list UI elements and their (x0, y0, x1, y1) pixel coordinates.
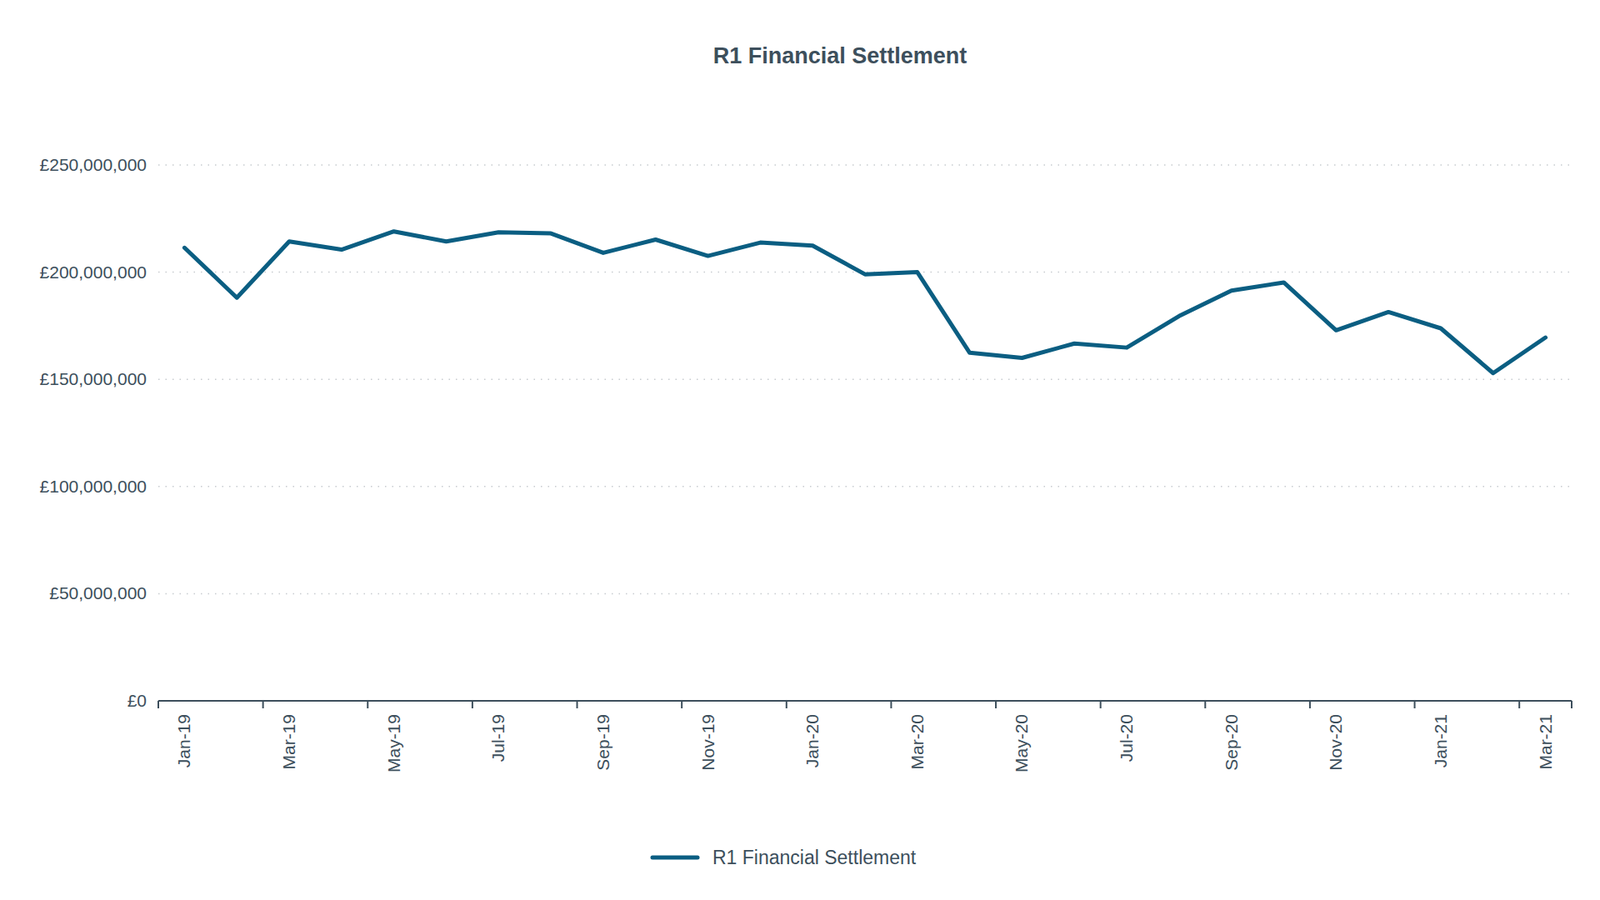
x-tick (262, 700, 265, 709)
y-tick-label: £150,000,000 (40, 369, 147, 389)
x-tick (890, 700, 892, 709)
x-tick-label: May-20 (1011, 714, 1031, 773)
x-tick-label: Mar-20 (907, 714, 927, 770)
x-tick (1518, 700, 1520, 709)
x-tick (1309, 700, 1311, 709)
x-tick-label: Sep-20 (1221, 714, 1241, 771)
x-tick-label: Jul-19 (488, 714, 508, 762)
x-tick-label: Jan-19 (174, 714, 194, 768)
x-tick (995, 700, 997, 709)
y-tick-label: £50,000,000 (49, 583, 147, 603)
chart-title: R1 Financial Settlement (713, 43, 968, 69)
legend-label: R1 Financial Settlement (712, 846, 917, 869)
y-tick-label: £100,000,000 (40, 476, 147, 496)
chart: R1 Financial Settlement £0 £50,000,000 £100… (0, 0, 1600, 900)
x-tick-label: Mar-21 (1535, 714, 1555, 770)
grid-line (158, 485, 1572, 488)
x-tick-label: May-19 (384, 714, 404, 773)
x-tick-label: Mar-19 (279, 714, 299, 770)
x-axis (158, 700, 1572, 702)
x-tick (1100, 700, 1102, 709)
x-tick (680, 700, 683, 709)
x-tick (1204, 700, 1206, 709)
x-tick-label: Sep-19 (593, 714, 613, 771)
x-tick (366, 700, 369, 709)
x-tick (785, 700, 788, 709)
plot-area (184, 231, 1545, 374)
x-tick (157, 700, 160, 709)
x-tick-label: Jul-20 (1116, 714, 1136, 762)
series-line (184, 231, 1545, 374)
x-tick (1414, 700, 1416, 709)
y-tick-label: £200,000,000 (40, 262, 147, 282)
grid-line (158, 378, 1572, 380)
grid-line (158, 164, 1572, 166)
y-tick-label: £250,000,000 (40, 155, 147, 175)
x-tick-label: Jan-20 (802, 714, 822, 768)
x-tick (471, 700, 474, 709)
x-tick (576, 700, 579, 709)
x-tick-label: Jan-21 (1430, 714, 1450, 768)
x-tick-label: Nov-19 (698, 714, 718, 771)
x-tick (1570, 700, 1573, 709)
y-tick-label: £0 (127, 690, 147, 710)
grid-line (158, 593, 1572, 595)
x-tick-label: Nov-20 (1325, 714, 1345, 771)
legend-swatch (652, 855, 698, 860)
